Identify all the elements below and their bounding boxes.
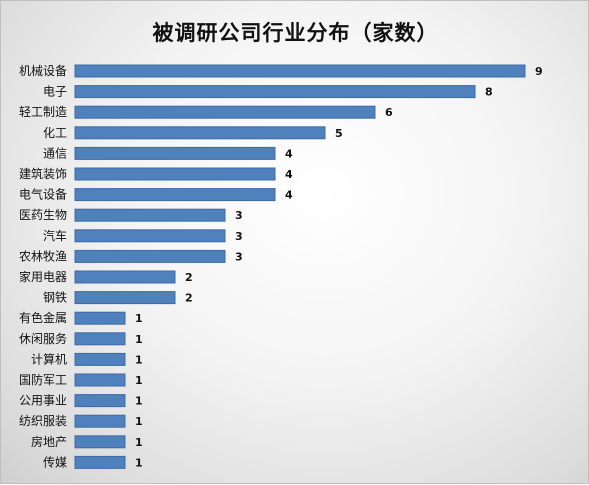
category-label: 房地产	[31, 434, 67, 449]
category-label: 医药生物	[19, 208, 67, 222]
category-label: 有色金属	[19, 310, 67, 325]
bar	[74, 414, 126, 428]
category-label: 农林牧渔	[19, 249, 67, 263]
category-label: 电气设备	[19, 187, 67, 202]
value-label: 2	[185, 271, 193, 284]
category-label: 休闲服务	[19, 331, 67, 346]
category-label: 钢铁	[43, 291, 67, 305]
category-label: 汽车	[43, 228, 67, 243]
value-label: 1	[135, 374, 143, 387]
bar	[74, 435, 126, 449]
bar	[74, 105, 376, 119]
category-label: 计算机	[31, 351, 67, 366]
value-label: 5	[335, 127, 343, 140]
value-label: 3	[235, 230, 243, 243]
category-label: 家用电器	[19, 269, 67, 284]
bar	[74, 85, 476, 99]
value-label: 1	[135, 353, 143, 366]
bar	[74, 373, 126, 387]
bar	[74, 270, 176, 284]
value-label: 1	[135, 312, 143, 325]
value-label: 4	[285, 147, 293, 160]
value-label: 1	[135, 456, 143, 469]
bar	[74, 64, 526, 78]
chart-title: 被调研公司行业分布（家数）	[152, 21, 439, 45]
bar	[74, 311, 126, 325]
category-label: 通信	[43, 146, 67, 160]
value-label: 3	[235, 250, 243, 263]
category-label: 纺织服装	[19, 414, 67, 428]
bar	[74, 332, 126, 346]
value-label: 4	[285, 168, 293, 181]
bar	[74, 126, 326, 140]
value-label: 1	[135, 415, 143, 428]
category-label: 化工	[43, 126, 67, 140]
bar	[74, 208, 226, 222]
bar	[74, 249, 226, 263]
value-label: 6	[385, 106, 393, 119]
value-label: 1	[135, 436, 143, 449]
bar	[74, 229, 226, 243]
bar	[74, 455, 126, 469]
bar	[74, 394, 126, 408]
value-label: 4	[285, 189, 293, 202]
category-label: 国防军工	[19, 372, 67, 387]
bar	[74, 167, 276, 181]
value-label: 9	[535, 65, 543, 78]
bar	[74, 291, 176, 305]
value-label: 2	[185, 292, 193, 305]
category-label: 传媒	[43, 454, 67, 469]
category-label: 机械设备	[19, 63, 67, 78]
value-label: 1	[135, 395, 143, 408]
bar	[74, 146, 276, 160]
value-label: 1	[135, 333, 143, 346]
category-label: 建筑装饰	[19, 166, 67, 181]
category-label: 轻工制造	[19, 105, 67, 119]
bar	[74, 352, 126, 366]
bar	[74, 188, 276, 202]
value-label: 8	[485, 86, 493, 99]
value-label: 3	[235, 209, 243, 222]
category-label: 公用事业	[19, 394, 67, 408]
category-label: 电子	[43, 85, 67, 99]
